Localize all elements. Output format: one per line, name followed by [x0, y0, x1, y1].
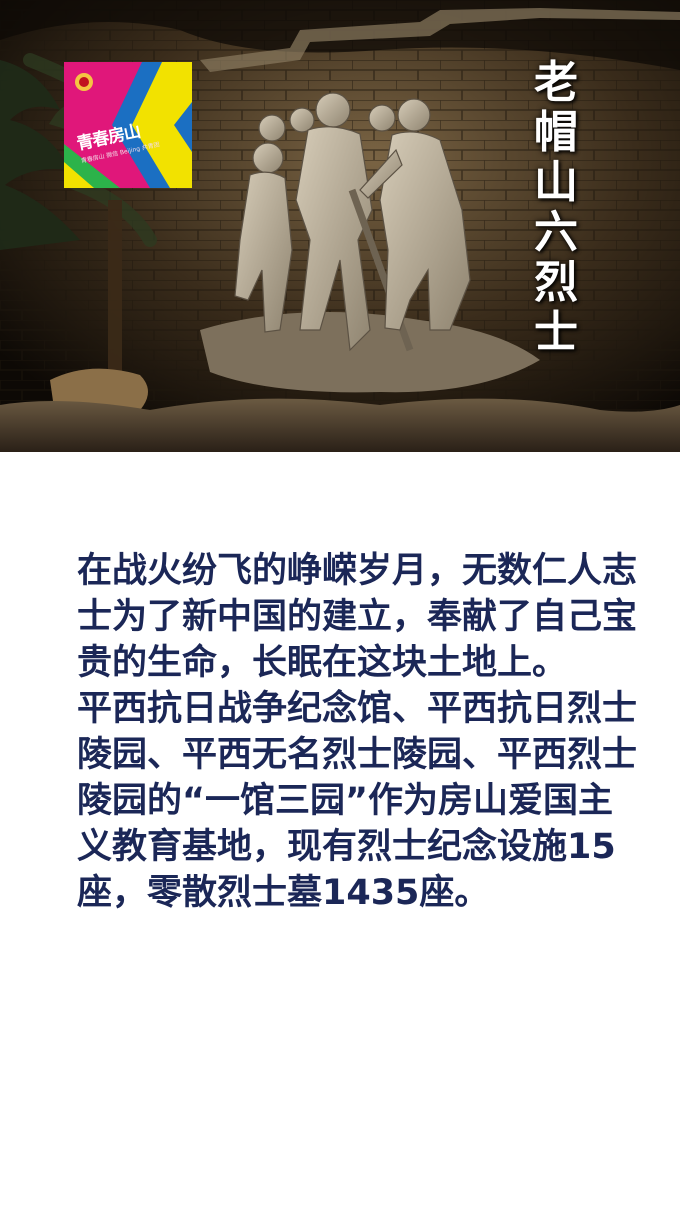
title-char: 山: [534, 157, 578, 208]
paragraph-intro: 在战火纷飞的峥嵘岁月，无数仁人志士为了新中国的建立，奉献了自己宝贵的生命，长眠在…: [77, 551, 638, 683]
hero-photo: 青春房山 青春房山 微信 Beijing 共青团 老 帽 山 六 烈 士: [0, 0, 680, 452]
vertical-photo-title: 老 帽 山 六 烈 士: [528, 58, 584, 358]
title-char: 帽: [534, 107, 578, 158]
paragraph-memorials: 平西抗日战争纪念馆、平西抗日烈士陵园、平西无名烈士陵园、平西烈士陵园的“一馆三园…: [77, 689, 638, 913]
title-char: 六: [534, 207, 578, 258]
title-char: 老: [534, 57, 578, 108]
article-body: 在战火纷飞的峥嵘岁月，无数仁人志士为了新中国的建立，奉献了自己宝贵的生命，长眠在…: [77, 548, 637, 916]
title-char: 烈: [534, 257, 578, 308]
logo-shape: [64, 62, 192, 188]
title-char: 士: [534, 307, 578, 358]
youth-fangshan-logo: 青春房山 青春房山 微信 Beijing 共青团: [64, 62, 192, 188]
soldier-statues: [234, 92, 471, 352]
